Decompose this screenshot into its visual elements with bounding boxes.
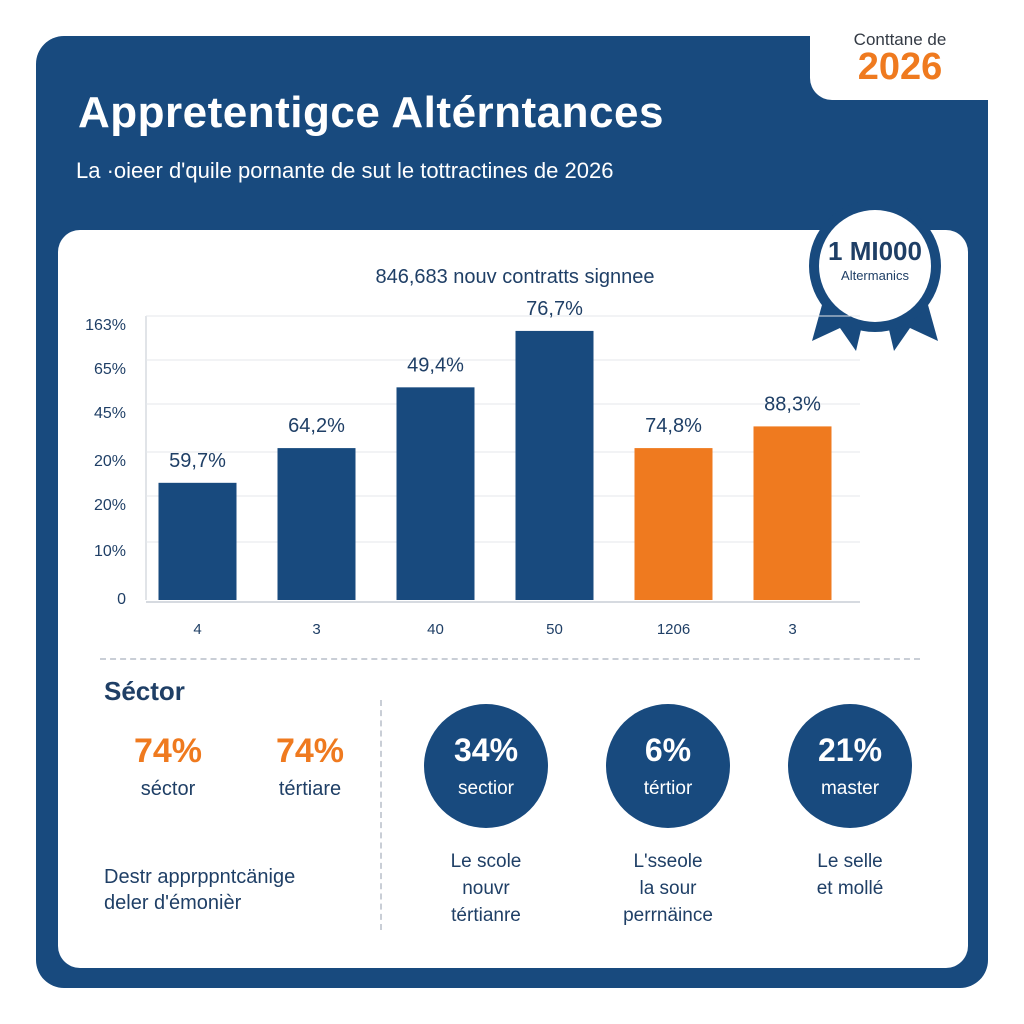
x-tick-label: 40 xyxy=(427,621,444,638)
caption-line: Le scole xyxy=(450,851,522,872)
sector-note: Destr apprрpntcänige deler d'émonièr xyxy=(104,864,364,916)
y-tick-label: 20% xyxy=(94,497,126,514)
caption-line: tértianre xyxy=(451,905,521,926)
x-tick-label: 4 xyxy=(193,621,201,638)
award-rosette-icon xyxy=(809,200,941,351)
stat-circle: 6% tértior xyxy=(606,704,730,828)
column-divider xyxy=(380,700,382,930)
tertiary-stat-label: tértiare xyxy=(278,778,342,800)
y-tick-label: 163% xyxy=(85,317,126,334)
bar-value-label: 49,4% xyxy=(407,354,464,376)
stat-circle-caption: L'sseole la sour perrnäince xyxy=(588,848,748,929)
bar xyxy=(158,482,237,600)
bar-value-label: 64,2% xyxy=(288,415,345,437)
bar-value-label: 76,7% xyxy=(526,300,583,320)
section-divider xyxy=(100,658,920,660)
stat-circle: 21% master xyxy=(788,704,912,828)
y-tick-label: 20% xyxy=(94,453,126,470)
sector-stat-value: 74% xyxy=(133,732,203,770)
y-tick-label: 0 xyxy=(117,591,126,608)
year-tab-value: 2026 xyxy=(857,46,943,88)
bar xyxy=(515,330,594,600)
x-tick-label: 1206 xyxy=(657,621,690,638)
badge-label: Altermanics xyxy=(841,268,909,283)
caption-line: et mollé xyxy=(816,878,884,899)
sector-stat-label: séctor xyxy=(140,778,196,800)
bar-value-label: 74,8% xyxy=(645,415,702,437)
stat-circle-value: 6% xyxy=(644,732,692,768)
chart-title: 846,683 nouv contratts signnee xyxy=(375,266,655,288)
x-tick-label: 50 xyxy=(546,621,563,638)
bar-chart: 0 10% 20% 20% 45% 65% 163% 59,7% 4 64,2% 3 49,4% 40 7… xyxy=(85,300,860,638)
stat-circle-value: 21% xyxy=(817,732,883,768)
year-tab-label: Conttane de xyxy=(853,30,947,49)
page-title: Appretentigce Altérntances xyxy=(78,88,664,137)
caption-line: Le selle xyxy=(817,851,883,872)
stat-circle-label: tértior xyxy=(643,778,693,799)
page-subtitle: La ·oieer d'quile pornante de sut le tot… xyxy=(76,158,614,183)
bar xyxy=(634,448,713,600)
stat-circle-label: master xyxy=(820,778,880,799)
stat-circle-caption: Le selle et mollé xyxy=(770,848,930,902)
bar-value-label: 88,3% xyxy=(764,393,821,415)
stat-circle-value: 34% xyxy=(453,732,519,768)
x-tick-label: 3 xyxy=(312,621,320,638)
sector-heading: Séctor xyxy=(104,676,185,706)
bar xyxy=(753,426,832,600)
stat-circle-label: sectior xyxy=(458,778,514,799)
tertiary-stat-value: 74% xyxy=(275,732,345,770)
y-tick-label: 65% xyxy=(94,361,126,378)
y-tick-label: 10% xyxy=(94,543,126,560)
bar xyxy=(277,448,356,600)
caption-line: L'sseole xyxy=(633,851,703,872)
x-tick-label: 3 xyxy=(788,621,796,638)
caption-line: perrnäince xyxy=(623,905,713,926)
y-tick-label: 45% xyxy=(94,405,126,422)
caption-line: nouvr xyxy=(462,878,510,899)
year-tab xyxy=(810,14,1010,100)
sector-note-line: deler d'émonièr xyxy=(104,892,242,914)
caption-line: la sour xyxy=(639,878,697,899)
sector-note-line: Destr apprрpntcänige xyxy=(104,866,296,888)
stat-circle-caption: Le scole nouvr tértianre xyxy=(406,848,566,929)
stat-circle: 34% sectior xyxy=(424,704,548,828)
bar xyxy=(396,387,475,600)
bar-value-label: 59,7% xyxy=(169,450,226,472)
badge-value: 1 MI000 xyxy=(828,236,922,266)
